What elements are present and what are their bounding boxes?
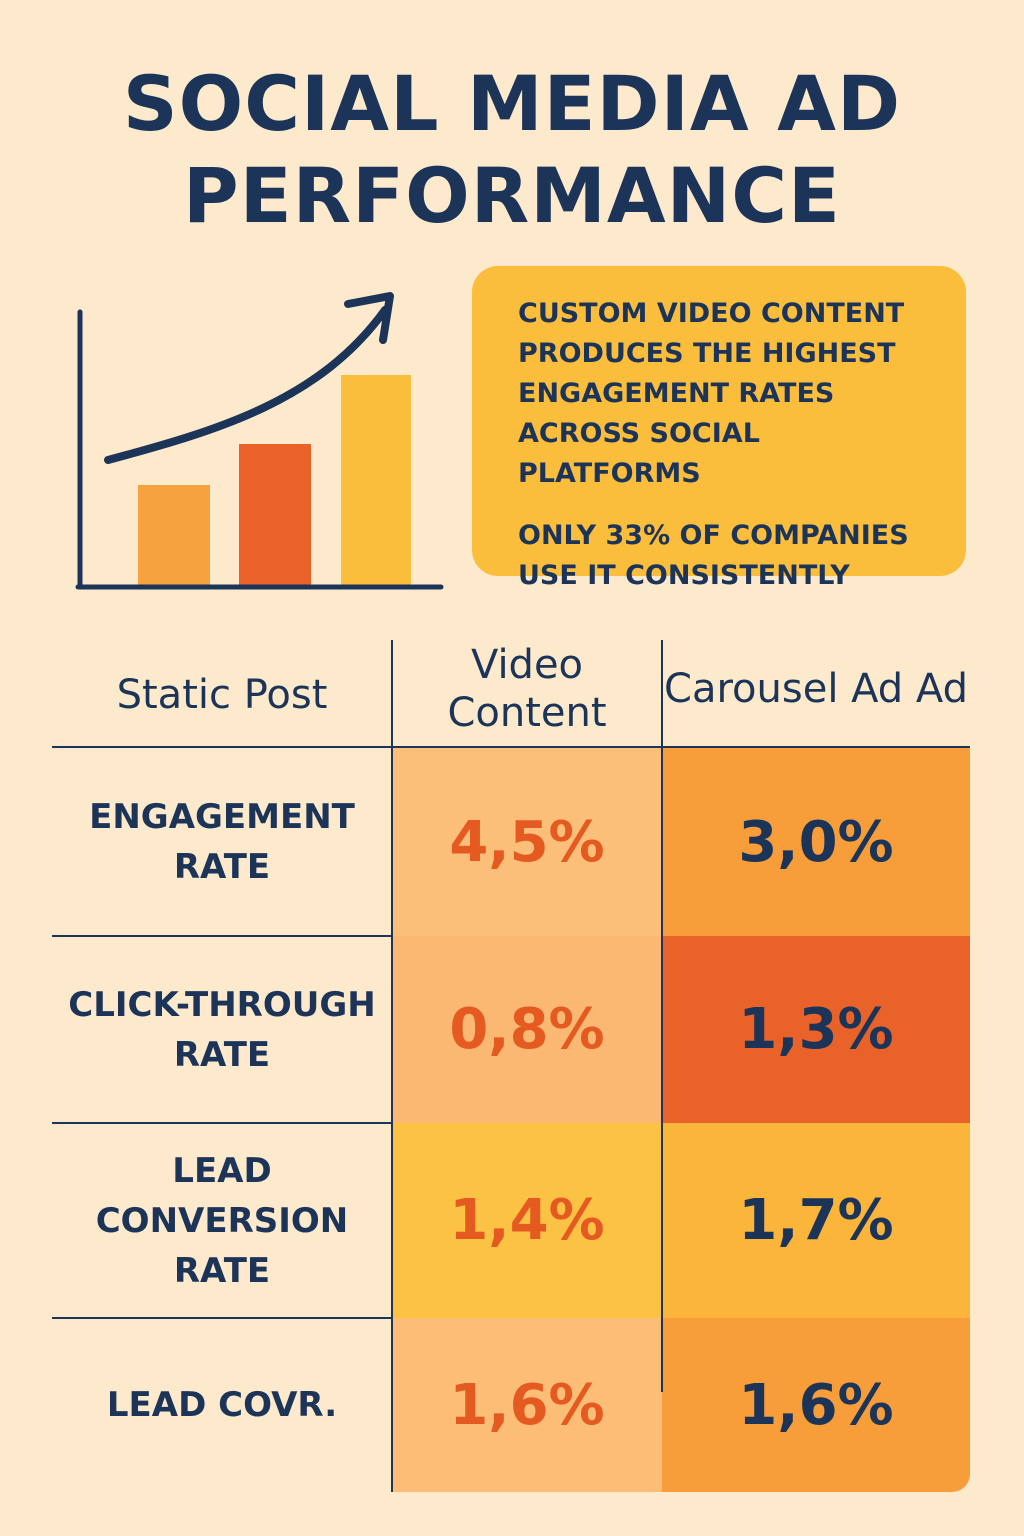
grid-line-horizontal [52,746,970,748]
title-line-2: PERFORMANCE [183,151,841,240]
callout-subline: ONLY 33% OF COMPANIES USE IT CONSISTENTL… [518,520,909,591]
grid-line-vertical [391,640,393,1492]
callout-headline: CUSTOM VIDEO CONTENT PRODUCES THE HIGHES… [518,298,905,489]
value-cell: 1,6% [392,1318,662,1492]
performance-table: 4,5% 3,0% ENGAGEMENT RATE 0,8% 1,3% CLICK-THR… [52,630,970,1492]
insight-callout: CUSTOM VIDEO CONTENT PRODUCES THE HIGHES… [472,266,966,591]
column-header: Carousel Ad Ad [664,666,968,712]
grid-line-horizontal [52,935,392,937]
row-label: ENGAGEMENT RATE [89,797,355,887]
title-line-1: SOCIAL MEDIA AD [122,59,902,148]
icon-bar-2 [239,444,311,588]
value-cell: 3,0% [662,748,970,936]
grid-line-horizontal [52,1122,392,1124]
icon-arrow-head [344,292,394,344]
value-cell: 4,5% [392,748,662,936]
value-cell: 1,7% [662,1123,970,1318]
icon-bar-1 [138,485,210,588]
row-label: CLICK-THROUGH RATE [68,984,376,1075]
value-cell: 0,8% [392,936,662,1123]
column-header: Video Content [447,642,607,736]
row-label: LEAD CONVERSION RATE [95,1150,349,1291]
icon-trend-arrow [104,306,389,464]
grid-line-vertical [661,640,663,1392]
row-label: LEAD COVR. [106,1385,338,1425]
column-header: Static Post [116,672,328,718]
page-title: SOCIAL MEDIA AD PERFORMANCE [0,58,1024,242]
bar-chart-growth-icon [75,292,444,590]
grid-line-horizontal [52,1317,392,1319]
icon-bar-3 [341,375,411,588]
value-cell: 1,3% [662,936,970,1123]
value-cell: 1,4% [392,1123,662,1318]
value-cell: 1,6% [662,1318,970,1492]
